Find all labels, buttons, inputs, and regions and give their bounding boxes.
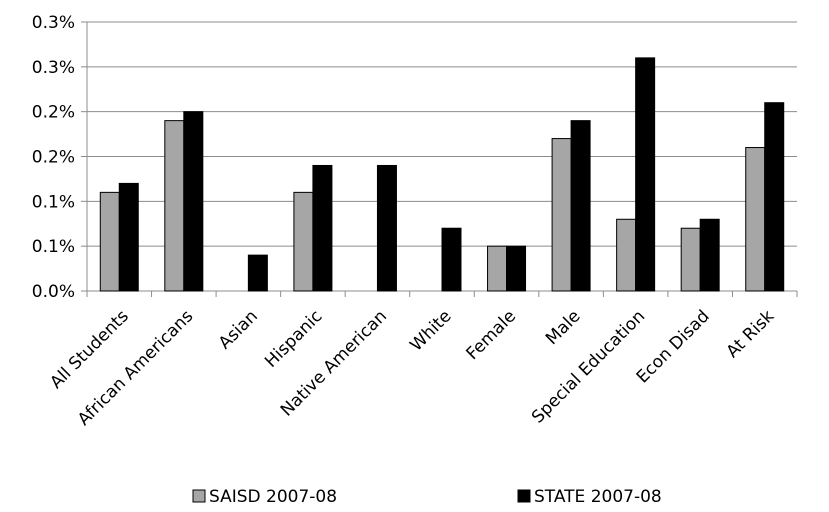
x-tick-label: At Risk [723,306,779,362]
x-tick-label: Male [542,306,585,349]
bar-saisd-male [551,138,572,292]
y-tick-labels: 0.0% 0.1% 0.1% 0.2% 0.2% 0.3% 0.3% [32,13,75,302]
legend-swatch [517,489,531,503]
bar-saisd-at-risk [745,147,766,292]
legend-swatch [192,489,206,503]
bar-saisd-econ-disad [680,227,701,292]
bars [99,57,785,292]
gridlines [87,21,797,247]
y-tick-label: 0.2% [32,148,75,168]
bar-saisd-female [487,245,508,292]
legend-label: STATE 2007-08 [534,487,662,507]
bar-saisd-african-americans [164,120,185,292]
x-tick-label: Special Education [528,306,649,427]
x-tick-label: Female [462,306,520,364]
bar-state-at-risk [764,102,785,292]
bar-state-econ-disad [699,218,720,292]
y-tick-label: 0.3% [32,13,75,33]
bar-state-special-education [635,57,656,292]
x-tick-label: African Americans [74,306,197,429]
bar-state-asian [247,254,268,292]
y-tick-label: 0.1% [32,237,75,257]
bar-saisd-all-students [99,191,120,292]
bar-state-white [441,227,462,292]
y-tick-label: 0.2% [32,103,75,123]
bar-saisd-special-education [616,218,637,292]
bar-state-all-students [118,182,139,292]
y-tick-label: 0.0% [32,282,75,302]
bar-state-native-american [376,164,397,292]
legend-label: SAISD 2007-08 [209,487,337,507]
x-tick-label: Asian [215,306,262,353]
y-tick-label: 0.1% [32,192,75,212]
bar-state-african-americans [183,111,204,292]
y-tick-label: 0.3% [32,58,75,78]
legend: SAISD 2007-08 STATE 2007-08 [192,487,662,507]
bar-state-hispanic [312,164,333,292]
x-tick-label: White [406,306,455,355]
bar-state-female [506,245,527,292]
x-tick-label: Hispanic [261,306,326,371]
bar-saisd-hispanic [293,191,314,292]
bar-state-male [570,120,591,292]
